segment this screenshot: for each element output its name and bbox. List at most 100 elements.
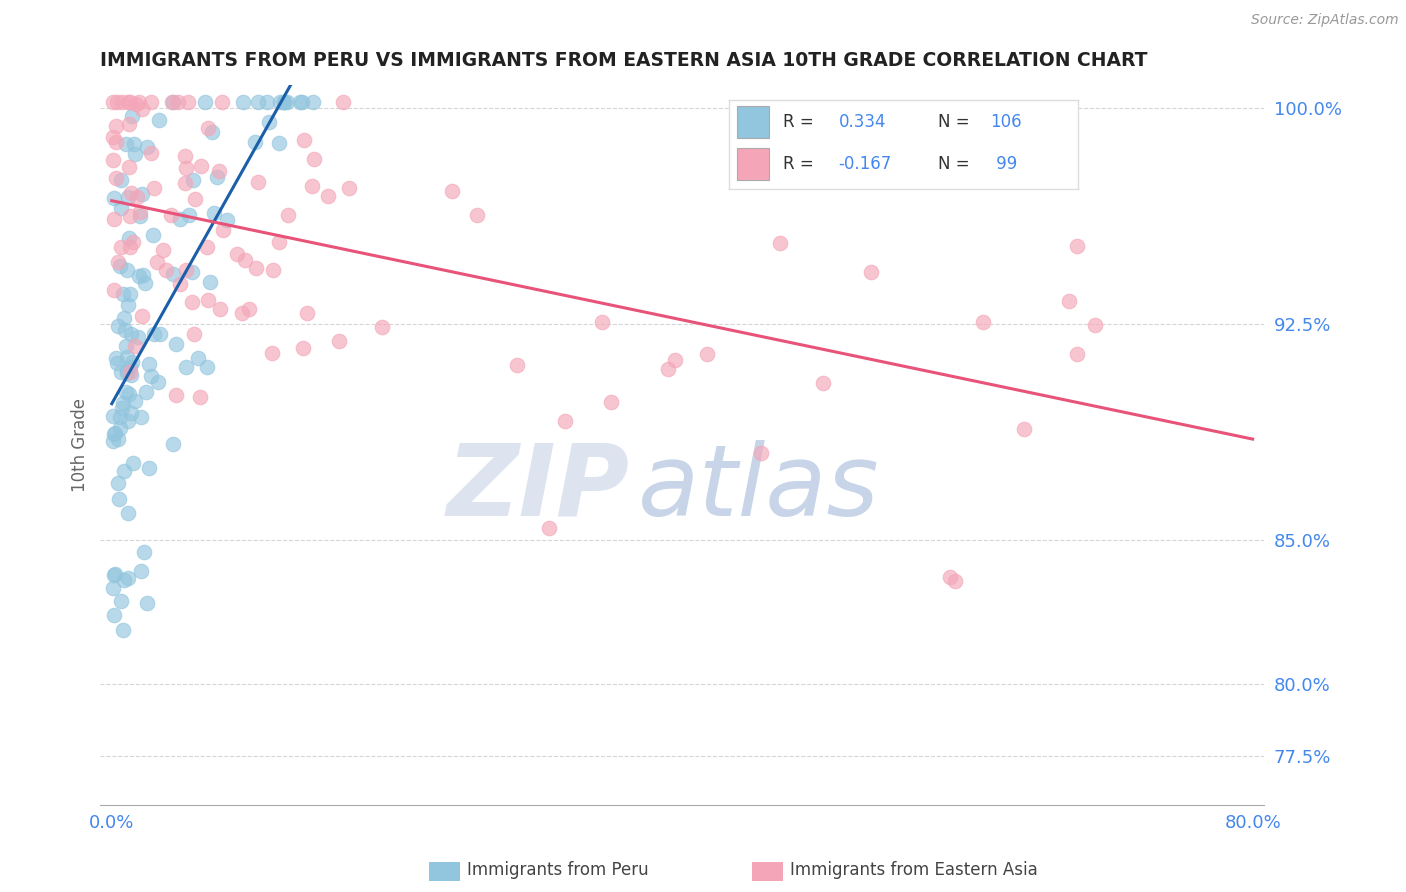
Point <box>104 425 127 440</box>
Point <box>162 95 184 110</box>
Point <box>1057 293 1080 308</box>
Text: Source: ZipAtlas.com: Source: ZipAtlas.com <box>1251 13 1399 28</box>
Point <box>120 368 142 383</box>
Point <box>243 135 266 149</box>
Point <box>256 95 278 110</box>
Point <box>943 574 966 588</box>
Point <box>114 384 136 399</box>
Point <box>120 406 142 420</box>
Point <box>142 326 165 341</box>
Point <box>152 243 174 257</box>
Point <box>195 240 218 254</box>
Point <box>181 173 204 187</box>
Point <box>183 326 205 341</box>
Point <box>1084 318 1107 333</box>
Point <box>262 346 284 360</box>
Point <box>131 310 153 324</box>
Point <box>122 456 145 470</box>
Point <box>112 311 135 326</box>
Point <box>122 137 145 152</box>
Point <box>749 445 772 459</box>
Point <box>115 350 138 364</box>
Point <box>174 359 197 374</box>
Point <box>115 263 138 277</box>
Point <box>262 263 284 277</box>
Point <box>111 286 134 301</box>
Point <box>664 353 686 368</box>
Point <box>105 356 128 370</box>
Point <box>115 339 138 353</box>
Point <box>103 434 125 448</box>
Point <box>295 306 318 320</box>
Point <box>267 235 290 249</box>
Point <box>208 301 231 316</box>
Point <box>103 130 125 145</box>
Point <box>103 212 125 227</box>
Point <box>148 112 170 127</box>
Point <box>194 95 217 110</box>
Text: IMMIGRANTS FROM PERU VS IMMIGRANTS FROM EASTERN ASIA 10TH GRADE CORRELATION CHAR: IMMIGRANTS FROM PERU VS IMMIGRANTS FROM … <box>100 51 1147 70</box>
Point <box>124 338 146 352</box>
Point <box>127 329 149 343</box>
Point <box>554 414 576 428</box>
Point <box>188 390 211 404</box>
Point <box>187 351 209 365</box>
Point <box>110 409 132 424</box>
Point <box>599 395 621 409</box>
Text: Immigrants from Peru: Immigrants from Peru <box>467 861 648 879</box>
Point <box>269 136 291 150</box>
Point <box>190 159 212 173</box>
Point <box>129 409 152 424</box>
Point <box>212 223 235 237</box>
Point <box>117 298 139 312</box>
Point <box>117 414 139 428</box>
Point <box>129 204 152 219</box>
Point <box>160 95 183 110</box>
Point <box>104 351 127 366</box>
Point <box>117 506 139 520</box>
Point <box>233 252 256 267</box>
Point <box>276 95 298 110</box>
Point <box>121 355 143 369</box>
Point <box>696 347 718 361</box>
Point <box>115 136 138 151</box>
Point <box>972 315 994 329</box>
Point <box>118 161 141 175</box>
Point <box>169 277 191 292</box>
Point <box>211 95 233 110</box>
Point <box>131 186 153 201</box>
Text: ZIP: ZIP <box>447 440 630 537</box>
Point <box>105 95 128 110</box>
Point <box>974 142 997 156</box>
Point <box>247 95 270 110</box>
Point <box>139 145 162 160</box>
Point <box>174 263 197 277</box>
Point <box>246 175 269 189</box>
Point <box>860 265 883 279</box>
Point <box>165 388 187 402</box>
Point <box>124 147 146 161</box>
Point <box>537 521 560 535</box>
Point <box>138 461 160 475</box>
Point <box>135 385 157 400</box>
Point <box>117 190 139 204</box>
Point <box>103 567 125 582</box>
Point <box>107 432 129 446</box>
Point <box>292 133 315 147</box>
Point <box>110 202 132 216</box>
Text: Immigrants from Eastern Asia: Immigrants from Eastern Asia <box>790 861 1038 879</box>
Point <box>124 394 146 409</box>
Point <box>132 268 155 282</box>
Point <box>160 208 183 222</box>
Point <box>173 176 195 190</box>
Point <box>107 318 129 333</box>
Point <box>125 96 148 111</box>
Point <box>1066 239 1088 253</box>
Point <box>225 247 247 261</box>
Point <box>180 265 202 279</box>
Point <box>301 178 323 193</box>
Point <box>110 594 132 608</box>
Point <box>155 262 177 277</box>
Point <box>657 362 679 376</box>
Point <box>104 566 127 581</box>
